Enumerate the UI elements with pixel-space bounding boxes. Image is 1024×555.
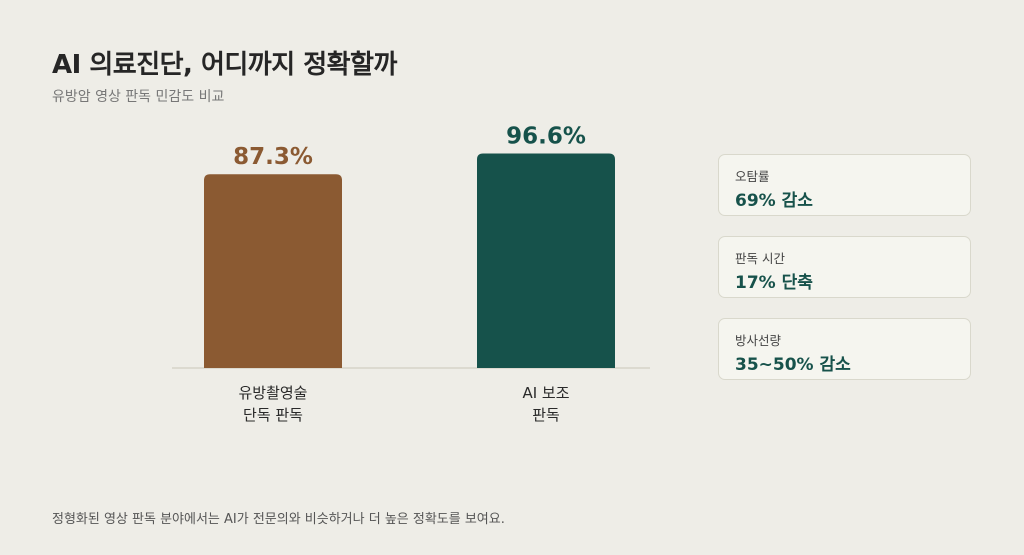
bar-value-label: 96.6% (506, 124, 586, 150)
chart-subtitle: 유방암 영상 판독 민감도 비교 (52, 89, 225, 105)
stat-label: 판독 시간 (735, 251, 785, 266)
stat-value: 69% 감소 (735, 191, 813, 211)
bar-1 (204, 174, 342, 368)
stat-card-false-positive: 오탐률 69% 감소 (718, 154, 971, 216)
stat-card-radiation-dose: 방사선량 35~50% 감소 (718, 318, 971, 380)
x-tick-label: 단독 판독 (243, 406, 303, 424)
x-tick-label: 판독 (532, 406, 560, 424)
chart-title: AI 의료진단, 어디까지 정확할까 (52, 50, 397, 80)
stat-value: 17% 단축 (735, 273, 813, 293)
stat-value: 35~50% 감소 (735, 355, 851, 375)
stat-card-reading-time: 판독 시간 17% 단축 (718, 236, 971, 298)
stat-label: 방사선량 (735, 333, 782, 348)
x-tick-label: 유방촬영술 (238, 384, 307, 402)
bar-value-label: 87.3% (233, 144, 313, 170)
bar-2 (477, 153, 615, 368)
footnote: 정형화된 영상 판독 분야에서는 AI가 전문의와 비슷하거나 더 높은 정확도… (52, 512, 505, 527)
x-tick-label: AI 보조 (522, 384, 569, 402)
stat-label: 오탐률 (735, 169, 770, 184)
